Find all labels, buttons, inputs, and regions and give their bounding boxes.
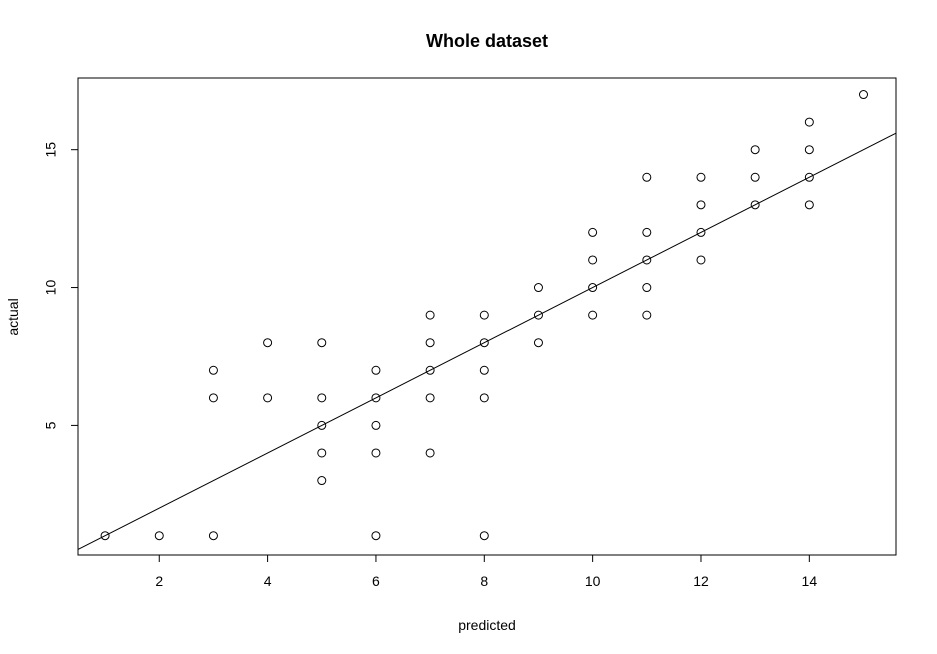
- data-point: [154, 531, 164, 541]
- y-axis: 5 10 15: [43, 142, 78, 429]
- data-point: [371, 420, 381, 430]
- data-point: [371, 365, 381, 375]
- data-point: [263, 338, 273, 348]
- data-point: [588, 227, 598, 237]
- data-point: [425, 338, 435, 348]
- data-point: [533, 310, 543, 320]
- data-point: [208, 393, 218, 403]
- data-point: [371, 393, 381, 403]
- data-point: [642, 227, 652, 237]
- data-point: [696, 255, 706, 265]
- data-point: [642, 283, 652, 293]
- data-point: [479, 531, 489, 541]
- data-point: [750, 145, 760, 155]
- data-point: [804, 145, 814, 155]
- x-tick-label: 6: [372, 573, 380, 589]
- data-point: [317, 448, 327, 458]
- data-point: [642, 310, 652, 320]
- y-tick-label: 15: [43, 142, 59, 158]
- reference-line: [77, 132, 897, 550]
- data-point: [750, 172, 760, 182]
- data-point: [479, 338, 489, 348]
- data-point: [696, 227, 706, 237]
- x-tick-label: 2: [155, 573, 163, 589]
- x-tick-label: 14: [802, 573, 818, 589]
- plot-frame: [77, 77, 897, 556]
- data-point: [317, 420, 327, 430]
- data-point: [696, 200, 706, 210]
- data-point: [317, 338, 327, 348]
- data-point: [588, 310, 598, 320]
- data-point: [804, 172, 814, 182]
- data-point: [696, 172, 706, 182]
- y-tick-label: 10: [43, 280, 59, 296]
- data-point: [425, 365, 435, 375]
- y-tick-label: 5: [43, 421, 59, 429]
- data-point: [317, 393, 327, 403]
- data-point: [533, 283, 543, 293]
- x-tick-label: 10: [585, 573, 601, 589]
- data-point: [804, 200, 814, 210]
- x-tick-label: 12: [693, 573, 709, 589]
- data-point: [750, 200, 760, 210]
- data-point: [588, 283, 598, 293]
- data-point: [642, 172, 652, 182]
- data-point: [371, 448, 381, 458]
- y-axis-label: actual: [5, 298, 21, 335]
- data-point: [533, 338, 543, 348]
- data-point: [588, 255, 598, 265]
- data-point: [208, 531, 218, 541]
- x-tick-label: 8: [480, 573, 488, 589]
- data-point: [804, 117, 814, 127]
- chart-title: Whole dataset: [426, 31, 548, 51]
- data-points: [100, 90, 868, 541]
- x-axis: 2 4 6 8 10 12 14: [155, 555, 817, 589]
- data-point: [479, 393, 489, 403]
- data-point: [317, 476, 327, 486]
- data-point: [208, 365, 218, 375]
- data-point: [263, 393, 273, 403]
- data-point: [425, 310, 435, 320]
- data-point: [100, 531, 110, 541]
- x-axis-label: predicted: [458, 617, 516, 633]
- data-point: [425, 448, 435, 458]
- x-tick-label: 4: [264, 573, 272, 589]
- reference-line-group: [77, 132, 897, 550]
- data-point: [479, 310, 489, 320]
- data-point: [642, 255, 652, 265]
- data-point: [371, 531, 381, 541]
- data-point: [858, 90, 868, 100]
- data-point: [425, 393, 435, 403]
- data-point: [479, 365, 489, 375]
